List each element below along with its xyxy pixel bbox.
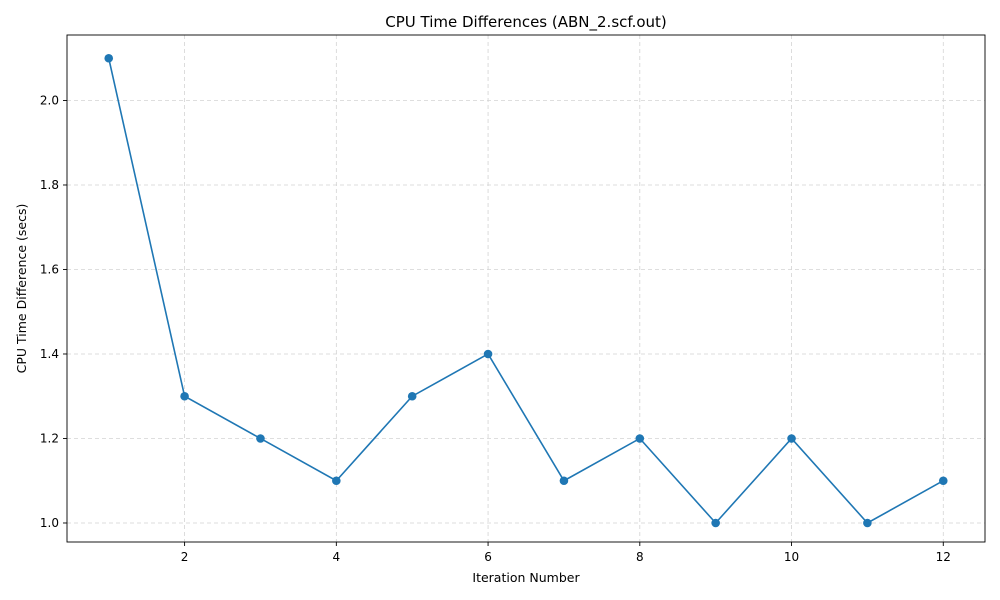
x-tick-label: 12: [936, 550, 951, 564]
data-point: [635, 434, 645, 443]
chart-title: CPU Time Differences (ABN_2.scf.out): [385, 13, 667, 32]
data-point: [559, 476, 569, 486]
data-point: [180, 391, 189, 401]
y-tick-label: 1.8: [40, 178, 59, 192]
data-point: [711, 518, 720, 528]
x-tick-label: 10: [784, 550, 799, 564]
data-point: [483, 349, 493, 359]
data-point: [407, 391, 417, 401]
tick-layer: 2 4 6 8 10 12 1.0 1.2 1.4 1.6 1.8 2.0: [40, 93, 951, 564]
x-axis-label: Iteration Number: [472, 570, 580, 585]
series-layer: [104, 53, 948, 528]
data-point: [104, 53, 114, 63]
data-point: [256, 434, 265, 443]
x-tick-label: 6: [484, 550, 492, 564]
y-axis-label: CPU Time Difference (secs): [14, 204, 29, 374]
data-point: [863, 518, 872, 528]
y-tick-label: 1.6: [40, 262, 59, 276]
data-point: [332, 476, 341, 486]
y-tick-label: 1.0: [40, 516, 59, 530]
plot-frame: [66, 34, 986, 543]
data-point: [787, 434, 796, 443]
y-tick-label: 1.2: [40, 431, 59, 445]
x-tick-label: 8: [636, 550, 644, 564]
grid-layer: [67, 35, 985, 542]
y-tick-label: 1.4: [40, 347, 59, 361]
x-tick-label: 2: [181, 550, 189, 564]
y-tick-label: 2.0: [40, 93, 59, 107]
x-tick-label: 4: [333, 550, 341, 564]
series-line: [107, 58, 944, 525]
data-point: [938, 476, 948, 486]
